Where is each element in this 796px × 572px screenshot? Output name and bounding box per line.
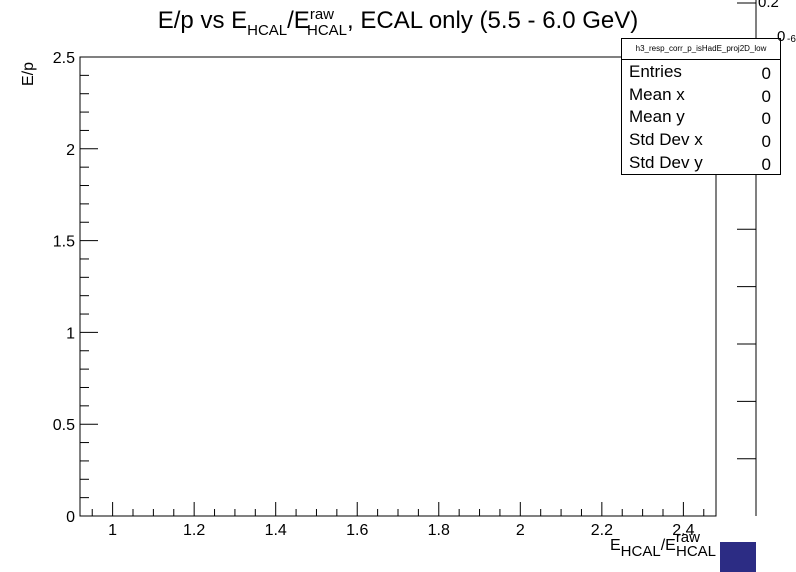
x-tick-label: 2.4 (672, 522, 694, 539)
stats-row-entries: Entries 0 (629, 62, 771, 83)
stats-histogram-name: h3_resp_corr_p_isHadE_proj2D_low (622, 39, 780, 60)
chart-title: E/p vs EHCAL/ErawHCAL, ECAL only (5.5 - … (157, 6, 639, 39)
y-tick-label: 1.5 (53, 234, 75, 251)
x-tick-label: 1.6 (346, 522, 368, 539)
palette-exponent: -6 (787, 34, 796, 45)
palette-second-label: 0 (777, 28, 786, 45)
y-tick-label: 0 (66, 509, 75, 526)
x-tick-label: 1.2 (183, 522, 205, 539)
stats-box: h3_resp_corr_p_isHadE_proj2D_low Entries… (621, 38, 781, 175)
y-tick-label: 0.5 (53, 417, 75, 434)
palette-top-label: 0.2 (758, 0, 779, 11)
y-tick-label: 2.5 (53, 50, 75, 67)
x-tick-label: 1.4 (265, 522, 287, 539)
x-tick-label: 2 (516, 522, 525, 539)
palette-color-box (720, 542, 756, 572)
x-tick-label: 1 (108, 522, 117, 539)
x-tick-label: 2.2 (591, 522, 613, 539)
y-axis-label: E/p (20, 61, 37, 86)
y-tick-label: 2 (66, 142, 75, 159)
y-axis-ticks: 0 0.5 1 1.5 2 2.5 (53, 50, 98, 526)
y-tick-label: 1 (66, 325, 75, 342)
x-tick-label: 1.8 (428, 522, 450, 539)
x-axis-label: EHCAL/ErawHCAL (610, 529, 716, 560)
x-axis-ticks: 1 1.2 1.4 1.6 1.8 2 2.2 2.4 (91, 502, 705, 539)
